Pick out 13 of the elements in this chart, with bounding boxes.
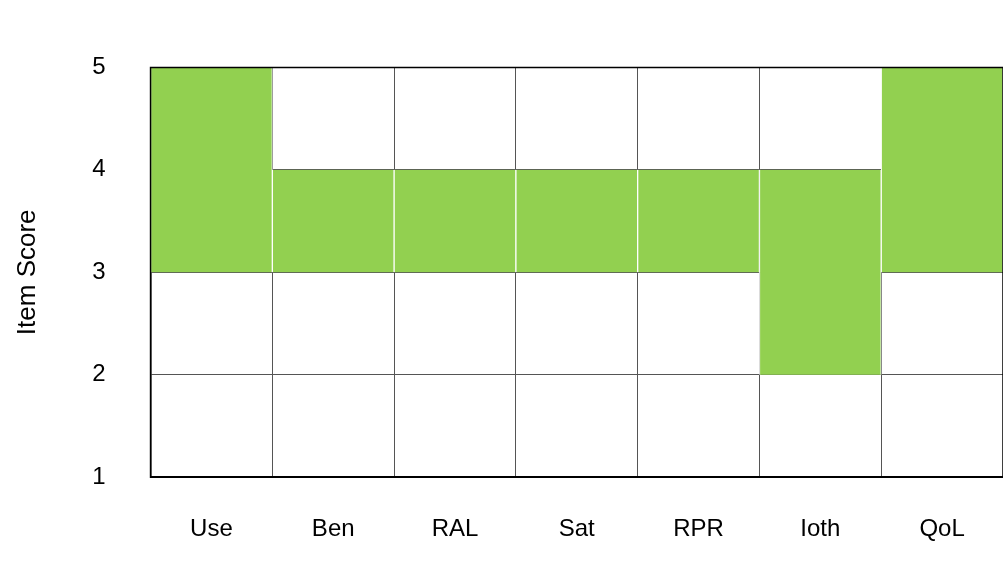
x-tick-label: Use (190, 514, 233, 542)
x-tick-label: RPR (673, 514, 724, 542)
x-tick-label: RAL (431, 514, 479, 542)
y-tick-label: 3 (92, 256, 106, 284)
x-tick-label: Sat (558, 514, 596, 542)
y-tick-label: 4 (92, 154, 106, 182)
y-tick-label: 5 (92, 52, 106, 80)
x-tick-label: Ioth (800, 514, 841, 542)
x-tick-label: Ben (311, 514, 355, 542)
y-tick-label: 2 (92, 359, 106, 387)
y-tick-label: 1 (92, 461, 106, 489)
x-tick-label: QoL (919, 514, 965, 542)
y-axis-title: Item Score (10, 209, 41, 336)
